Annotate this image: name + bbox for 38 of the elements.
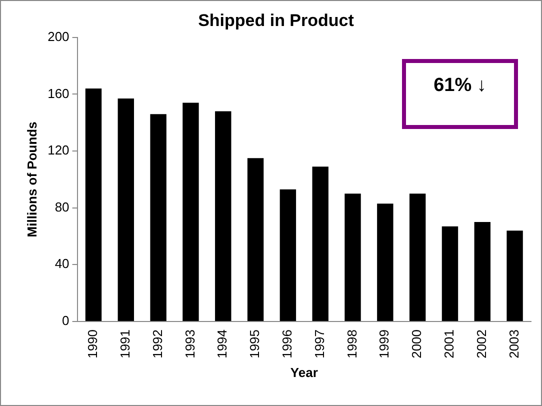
y-tick-label: 80 <box>54 199 70 214</box>
x-tick-label: 1999 <box>376 329 392 358</box>
x-tick-label: 1998 <box>344 329 360 358</box>
x-tick-label: 2001 <box>442 329 457 358</box>
x-tick-label: 1990 <box>85 329 100 358</box>
bar <box>247 158 264 321</box>
x-tick-label: 1995 <box>247 329 262 358</box>
x-tick-label: 1997 <box>312 329 327 358</box>
y-tick-label: 160 <box>48 86 70 101</box>
y-tick-label: 0 <box>62 313 70 328</box>
bar <box>506 230 523 321</box>
x-tick-label: 2003 <box>506 329 522 358</box>
x-tick-label: 1996 <box>280 329 295 358</box>
x-tick-label: 2002 <box>474 329 489 358</box>
bar <box>280 189 296 321</box>
x-tick-label: 1993 <box>182 329 198 358</box>
bar <box>312 166 328 321</box>
x-axis-title: Year <box>290 364 318 380</box>
y-tick-label: 40 <box>54 256 70 272</box>
x-tick-label: 1992 <box>150 329 165 358</box>
bar <box>409 194 426 321</box>
bar <box>377 204 394 321</box>
y-tick-label: 200 <box>48 28 70 44</box>
bar <box>150 114 166 321</box>
annotation: 61% ↓ <box>402 59 518 129</box>
y-axis-title: Millions of Pounds <box>24 122 40 238</box>
y-tick-label: 120 <box>48 142 70 158</box>
bar <box>118 98 134 321</box>
bar <box>215 111 232 321</box>
x-tick-label: 2000 <box>409 329 424 358</box>
x-tick-label: 1994 <box>214 329 230 358</box>
x-tick-label: 1991 <box>117 329 132 358</box>
bar <box>474 222 490 321</box>
chart-title: Shipped in Product <box>198 10 354 30</box>
bar <box>344 194 361 321</box>
bar <box>85 88 102 321</box>
bar <box>442 226 458 321</box>
bar <box>182 102 199 321</box>
